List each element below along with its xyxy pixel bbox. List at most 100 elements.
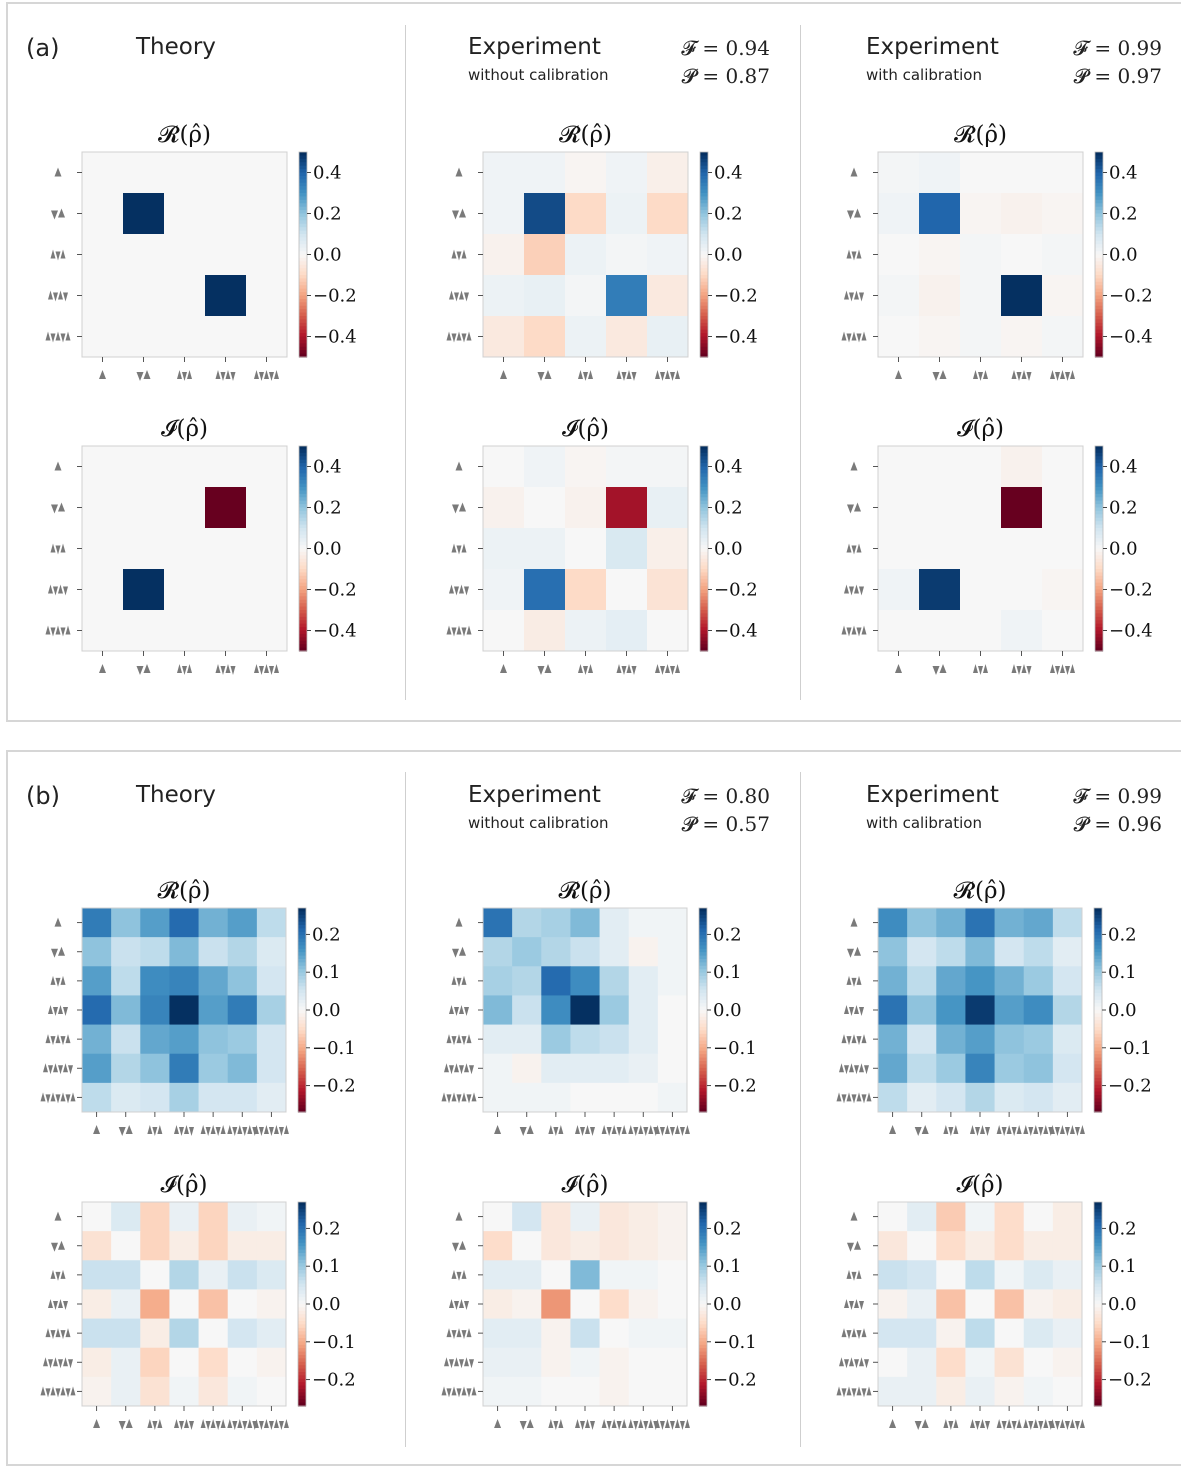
hm-a-0-real-colorbar-band [299, 230, 307, 235]
hm-b-1-real-colorbar-band [699, 1003, 707, 1008]
hm-a-2-real-colorbar-band [1095, 343, 1103, 348]
hm-b-0-imag-xlabel-icon [227, 1419, 258, 1430]
hm-b-0-real-xlabel-icon-part [258, 1127, 264, 1136]
hm-b-1-real-cell [512, 1082, 542, 1113]
column-subtitle-a-exp-cal: with calibration [866, 66, 982, 84]
hm-a-1-imag-xlabel-icon-part [631, 666, 637, 675]
hm-b-1-real-colorbar-band [699, 1095, 707, 1099]
hm-b-0-imag-cell [111, 1376, 141, 1407]
hm-a-1-imag-cell [565, 487, 607, 529]
hm-b-1-imag-colorbar-band [699, 1351, 707, 1356]
hm-a-1-imag-cell [606, 446, 648, 488]
hm-b-2-imag-colorbar-band [1094, 1351, 1102, 1356]
hm-b-2-imag-xlabel-icon-part [1074, 1421, 1080, 1430]
hm-b-1-imag-colorbar-band [699, 1276, 707, 1281]
hm-b-2-imag-cell [994, 1376, 1025, 1407]
hm-b-0-imag-xlabel-icon-part [247, 1419, 253, 1428]
hm-a-2-imag-colorbar-band [1095, 490, 1103, 495]
hm-a-1-real-colorbar-band [700, 189, 708, 194]
hm-a-1-real-xlabel-icon-part [655, 370, 660, 379]
hm-a-0-real-ylabel-icon-part [45, 331, 51, 341]
hm-b-2-imag-ylabel-icon-part [866, 1386, 872, 1396]
hm-a-0-real-colorbar-band [299, 305, 307, 310]
hm-b-0-real-xlabel-icon-part [118, 1127, 126, 1136]
hm-b-1-imag-cell [657, 1376, 688, 1407]
hm-b-0-imag-xlabel-icon-part [237, 1419, 243, 1428]
hm-a-0-real-xlabel-icon-part [136, 372, 144, 381]
hm-a-0-real-ylabel-icon-part [58, 290, 63, 300]
hm-a-2-real-colorbar-band [1095, 298, 1103, 303]
hm-b-1-imag-colorbar-band [699, 1348, 707, 1353]
hm-a-1-real-colorbar-band [700, 298, 708, 303]
hm-a-0-real-colorbar-band [299, 346, 307, 351]
hm-a-1-real-colorbar-band [700, 247, 708, 252]
hm-a-1-imag-colorbar-band [700, 558, 708, 563]
hm-b-1-imag-cell [541, 1202, 571, 1232]
hm-a-0-imag-xlabel-icon [136, 664, 151, 675]
hm-a-1-real-colorbar-band [700, 343, 708, 348]
hm-b-1-imag-cell [483, 1202, 513, 1232]
column-title-b-theory: Theory [136, 782, 216, 808]
hm-b-2-real-colorbar-band [1094, 976, 1102, 980]
hm-b-1-real-cell [570, 908, 601, 938]
hm-b-0-imag-ylabel-icon-part [45, 1328, 51, 1338]
hm-a-2-imag-colorbar-band [1095, 623, 1103, 628]
hm-b-1-imag-xlabel-icon [494, 1419, 502, 1428]
hm-a-2-real-cell [1001, 152, 1043, 194]
hm-a-0-imag-colorbar-band [299, 517, 307, 522]
hm-b-0-real-ylabel-icon-part [45, 1034, 51, 1044]
hm-a-1-imag-colorbar-band [700, 449, 708, 454]
hm-b-2-real-cell [965, 1024, 996, 1055]
hm-b-0-imag-cell [169, 1376, 200, 1407]
hm-a-2-real-ylabel-icon-part [851, 331, 857, 341]
hm-b-1-real-cell [657, 995, 688, 1026]
hm-a-0-imag-colorbar-band [299, 528, 307, 533]
hm-b-0-imag-cell [198, 1289, 229, 1320]
hm-a-2-imag-xlabel-icon-part [1011, 664, 1017, 673]
hm-b-1-real-ylabel-icon [449, 1005, 469, 1016]
hm-a-2-real-cell [1042, 234, 1084, 276]
hm-a-1-real-ylabel-icon-part [446, 331, 452, 341]
hm-a-0-real-xlabel-icon-part [274, 370, 279, 379]
hm-a-2-imag-colorbar-band [1095, 452, 1103, 457]
hm-a-1-imag-colorbar-band [700, 589, 708, 594]
hm-a-1-real-ylabel-icon-part [454, 292, 459, 302]
hm-a-1-imag-cell [647, 446, 689, 488]
hm-a-2-real-colorbar-band [1095, 206, 1103, 211]
hm-b-2-imag-ylabel-icon-part [856, 1386, 862, 1396]
hm-b-1-imag-xlabel-icon-part [669, 1421, 675, 1430]
hm-b-0-real-ylabel-icon-part [60, 1092, 66, 1102]
hm-a-0-real-colorbar-band [299, 312, 307, 317]
hm-a-0-imag-xlabel-icon-part [264, 664, 269, 673]
hm-b-0-imag-colorbar-band [298, 1280, 306, 1285]
hm-b-0-real-cell [140, 908, 170, 938]
hm-b-2-real-colorbar-band [1094, 979, 1102, 984]
hm-b-1-real-cell [570, 937, 601, 967]
hm-b-1-real-xlabel-icon-part [654, 1125, 660, 1134]
hm-a-0-real-cell [205, 152, 247, 194]
hm-b-1-real-colorbar-band [699, 959, 707, 963]
hm-b-0-real-colorbar-band [298, 1057, 306, 1062]
hm-a-0-imag-cell [164, 446, 206, 488]
hm-b-0-imag-colorbar-band [298, 1378, 306, 1383]
hm-a-0-real-colorbar-label: 0.4 [313, 163, 342, 184]
hm-b-0-real-cell [256, 1053, 287, 1084]
hm-b-2-imag-ylabel-icon-part [836, 1386, 842, 1396]
hm-b-0-real-cell [256, 908, 287, 938]
hm-b-2-real-xlabel-icon-part [1074, 1127, 1080, 1136]
hm-a-2-real-colorbar-band [1095, 281, 1103, 286]
hm-b-1-real-colorbar-band [699, 976, 707, 980]
hm-b-0-imag-colorbar-band [298, 1263, 306, 1268]
hm-b-2-real-ylabel-icon-part [836, 1092, 842, 1102]
hm-b-2-real-colorbar-band [1094, 925, 1102, 929]
hm-b-0-imag-cell [140, 1231, 170, 1261]
hm-b-2-real-ylabel-icon-part [851, 1034, 857, 1044]
hm-a-0-real-ylabel-icon-part [50, 333, 56, 343]
hm-b-0-real-xlabel-icon-part [253, 1125, 259, 1134]
panel-a [6, 2, 1181, 722]
hm-b-2-real-xlabel-icon-part [1016, 1125, 1022, 1134]
hm-b-0-imag-colorbar-band [298, 1259, 306, 1264]
hm-b-0-real-cell [198, 1053, 229, 1084]
hm-a-1-real-colorbar-label: −0.4 [714, 327, 758, 348]
hm-a-1-imag-colorbar-band [700, 569, 708, 574]
